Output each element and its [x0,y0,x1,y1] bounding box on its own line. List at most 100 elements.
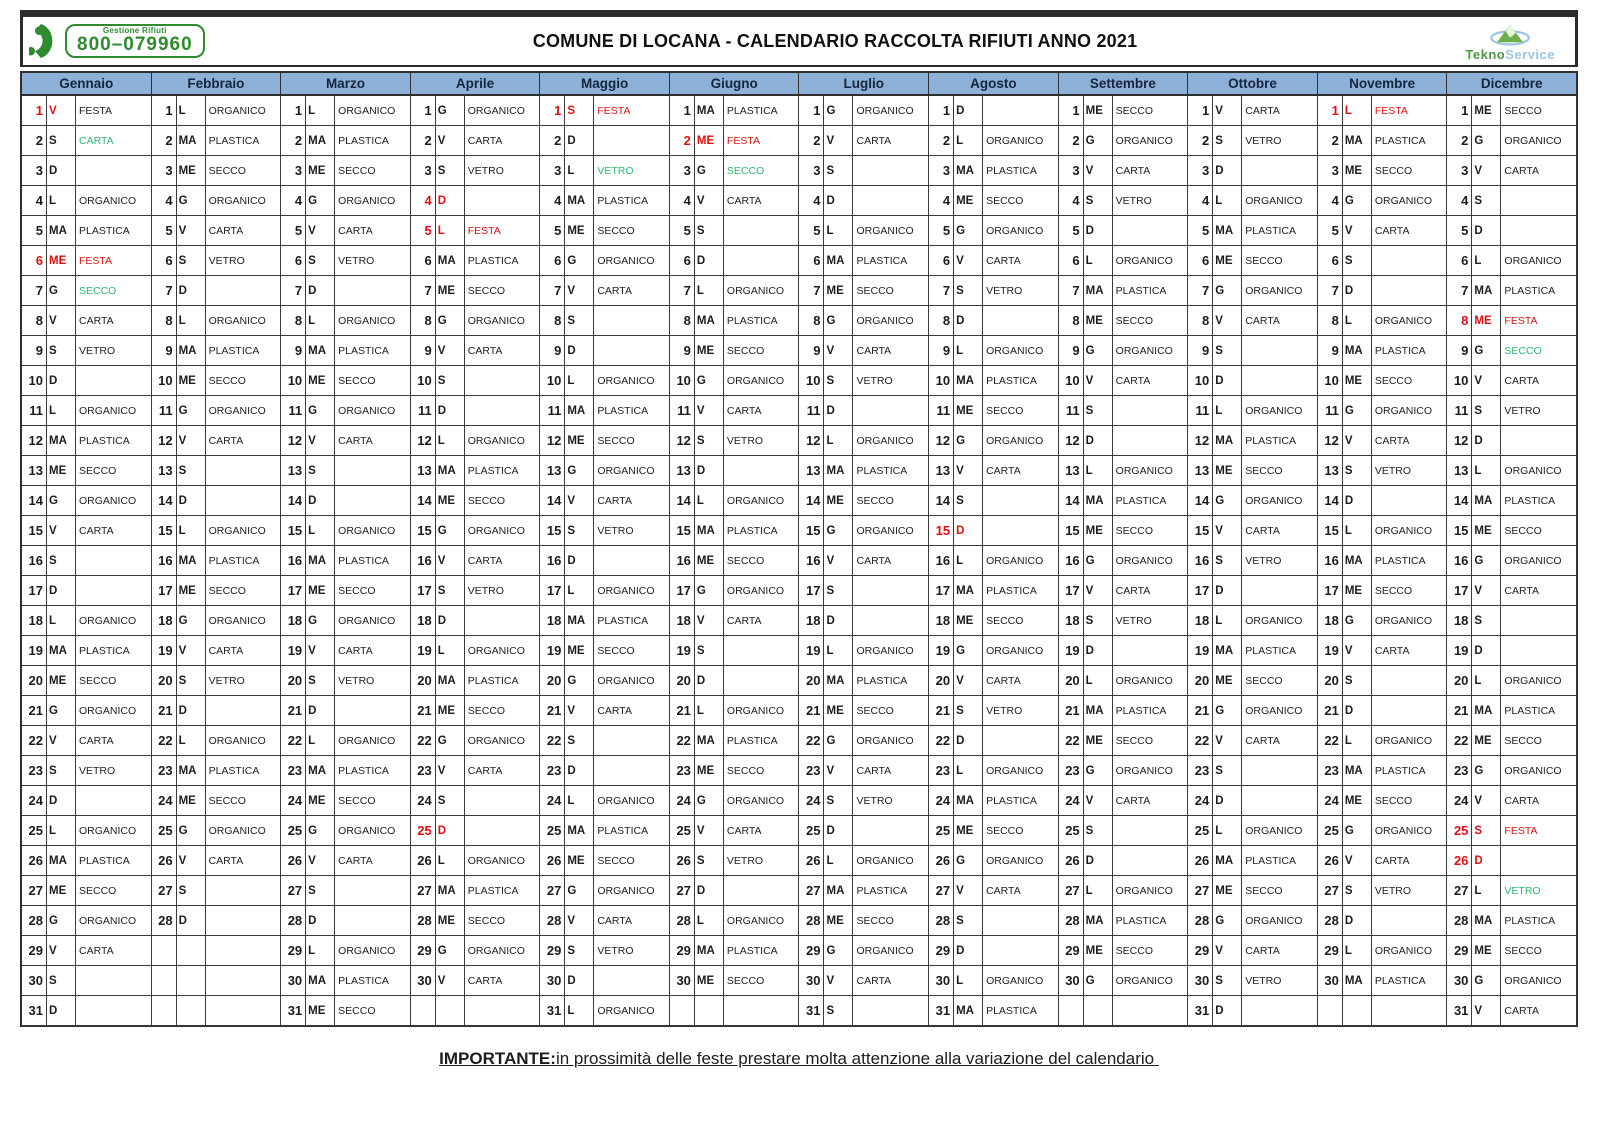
day-row: 5 G ORGANICO [929,216,1059,246]
day-weekday: G [954,216,984,245]
day-number: 12 [540,426,566,455]
day-row: 3 V CARTA [1058,156,1189,186]
day-row: 9 L ORGANICO [929,336,1059,366]
day-weekday: MA [306,336,336,365]
waste-type-label: ORGANICO [1242,696,1318,725]
day-row: 29 D [929,936,1059,966]
day-row: 27 S [151,876,282,906]
waste-type-label: ORGANICO [853,936,930,965]
day-row: 14 D [151,486,282,516]
day-number: 23 [281,756,307,785]
waste-type-label: CARTA [983,456,1059,485]
waste-type-label [594,726,670,755]
waste-type-label [724,996,800,1025]
day-number: 8 [22,306,47,335]
waste-type-label: SECCO [335,786,411,815]
day-weekday: G [824,516,854,545]
day-number: 9 [1059,336,1084,365]
day-row: 16 D [540,546,670,576]
day-weekday: G [177,816,206,845]
waste-type-label: ORGANICO [335,936,411,965]
day-row: 10 ME SECCO [281,366,411,396]
waste-type-label: CARTA [1372,846,1448,875]
day-weekday: ME [1343,576,1372,605]
day-weekday: L [695,276,724,305]
day-number: 9 [1447,336,1473,365]
day-weekday: D [306,276,336,305]
day-weekday: S [1084,396,1113,425]
day-weekday: V [1213,936,1243,965]
day-number: 7 [152,276,177,305]
day-number: 8 [799,306,825,335]
day-row: 10 ME SECCO [1317,366,1448,396]
day-weekday: G [177,396,206,425]
day-row: 24 D [22,786,152,816]
day-weekday: MA [695,936,724,965]
day-number: 21 [929,696,955,725]
day-number: 27 [929,876,955,905]
day-number: 31 [22,996,47,1025]
day-row: 12 MA PLASTICA [22,426,152,456]
day-number: 17 [670,576,695,605]
day-row: 11 ME SECCO [929,396,1059,426]
day-number: 22 [929,726,955,755]
waste-type-label: PLASTICA [206,546,282,575]
day-number: 26 [1188,846,1214,875]
day-number: 29 [1447,936,1473,965]
day-row: 17 ME SECCO [1317,576,1448,606]
day-weekday: D [824,816,854,845]
day-weekday: MA [1213,426,1243,455]
day-weekday: ME [436,696,465,725]
day-weekday: G [47,696,76,725]
day-weekday: ME [47,666,76,695]
day-row: 20 MA PLASTICA [410,666,541,696]
day-weekday: D [954,936,984,965]
day-number: 22 [1447,726,1473,755]
day-number: 25 [22,816,47,845]
day-number: 30 [1059,966,1084,995]
day-weekday: MA [824,456,854,485]
day-row: 9 G SECCO [1447,336,1577,366]
day-weekday: ME [1213,666,1243,695]
day-row: 31 D [22,996,152,1026]
day-weekday: G [1472,126,1502,155]
day-number: 14 [1318,486,1343,515]
day-weekday: S [47,546,76,575]
day-row: 6 S VETRO [281,246,411,276]
day-number: 9 [540,336,566,365]
month-column-maggio: Maggio 1 S FESTA 2 D 3 L VETRO 4 MA PLASTICA 5 ME SECC… [540,73,670,1026]
waste-type-label [724,636,800,665]
waste-type-label: PLASTICA [853,666,930,695]
day-number: 21 [1188,696,1214,725]
day-row: 8 G ORGANICO [410,306,541,336]
day-number: 21 [1447,696,1473,725]
day-number: 16 [281,546,307,575]
day-row: 2 G ORGANICO [1447,126,1577,156]
waste-type-label: SECCO [983,816,1059,845]
waste-type-label: VETRO [1242,966,1318,995]
day-weekday: ME [1472,306,1502,335]
day-number: 4 [1188,186,1214,215]
day-row: 4 ME SECCO [929,186,1059,216]
day-weekday: L [954,126,984,155]
waste-type-label: VETRO [1501,876,1577,905]
day-number: 24 [1318,786,1343,815]
waste-type-label: VETRO [206,666,282,695]
waste-type-label: CARTA [465,546,541,575]
day-number: 25 [152,816,177,845]
day-row: 9 V CARTA [799,336,930,366]
day-weekday: MA [695,516,724,545]
day-number: 26 [799,846,825,875]
day-weekday: D [695,666,724,695]
day-row: 25 D [410,816,541,846]
waste-type-label: ORGANICO [1372,606,1448,635]
day-number: 29 [281,936,307,965]
day-row: 12 D [1447,426,1577,456]
day-number: 23 [929,756,955,785]
month-header: Aprile [410,73,541,96]
day-row: 16 MA PLASTICA [1317,546,1448,576]
day-number: 17 [799,576,825,605]
day-row: 11 D [799,396,930,426]
day-row: 27 ME SECCO [1188,876,1318,906]
day-row: 22 ME SECCO [1447,726,1577,756]
